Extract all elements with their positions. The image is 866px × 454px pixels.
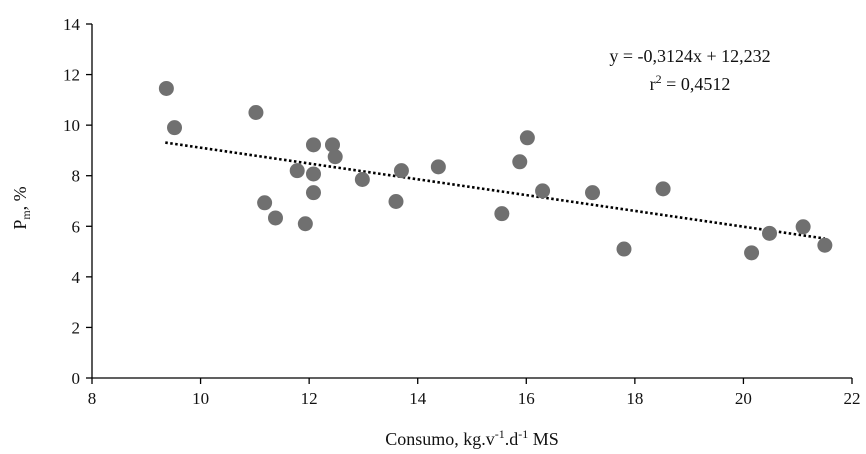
y-axis-ticks: 0 2 4 6 8 10 12 14 xyxy=(63,15,92,388)
r-squared-label: r2 = 0,4512 xyxy=(650,72,731,94)
data-point xyxy=(430,159,446,175)
x-axis-ticks: 8 10 12 14 16 18 20 22 xyxy=(88,378,861,408)
x-axis-title-end: MS xyxy=(528,429,559,449)
data-point xyxy=(616,241,632,257)
data-point xyxy=(744,245,760,261)
data-point xyxy=(393,163,409,179)
data-point xyxy=(817,237,833,253)
regression-equation: y = -0,3124x + 12,232 xyxy=(609,46,770,66)
data-point xyxy=(305,137,321,153)
x-tick-label: 20 xyxy=(735,389,752,408)
y-tick-label: 10 xyxy=(63,116,80,135)
data-point xyxy=(289,163,305,179)
x-axis-title-sup2: -1 xyxy=(518,427,528,441)
data-point xyxy=(257,195,273,211)
r-squared-sup: 2 xyxy=(656,72,662,86)
data-point xyxy=(585,185,601,201)
x-axis-title: Consumo, kg.v-1.d-1 MS xyxy=(385,427,559,449)
x-tick-label: 8 xyxy=(88,389,97,408)
data-point xyxy=(388,194,404,210)
data-point xyxy=(327,149,343,165)
data-point xyxy=(158,80,174,96)
data-point xyxy=(324,137,340,153)
data-point xyxy=(512,154,528,170)
y-axis-title-end: , % xyxy=(10,186,30,210)
data-point xyxy=(795,219,811,235)
y-tick-label: 6 xyxy=(72,217,81,236)
data-points xyxy=(158,80,833,261)
x-axis-title-sup1: -1 xyxy=(495,427,505,441)
y-tick-label: 2 xyxy=(72,318,81,337)
x-tick-label: 18 xyxy=(626,389,643,408)
y-tick-label: 4 xyxy=(72,268,81,287)
data-point xyxy=(167,120,183,136)
data-point xyxy=(761,225,777,241)
r-squared-base: r xyxy=(650,74,656,94)
data-point xyxy=(354,172,370,188)
y-axis-title-sub: m xyxy=(19,210,33,220)
x-tick-label: 14 xyxy=(409,389,427,408)
data-point xyxy=(248,105,264,120)
data-point xyxy=(655,181,671,197)
y-tick-label: 0 xyxy=(72,369,81,388)
x-tick-label: 16 xyxy=(518,389,535,408)
data-point xyxy=(494,206,510,222)
x-tick-label: 22 xyxy=(844,389,861,408)
x-tick-label: 10 xyxy=(192,389,209,408)
data-point xyxy=(535,183,551,199)
data-point xyxy=(267,210,283,226)
data-point xyxy=(305,166,321,182)
data-point xyxy=(297,216,313,232)
data-point xyxy=(519,130,535,146)
data-point xyxy=(305,185,321,201)
y-axis-title: Pm, % xyxy=(10,186,33,229)
trendline xyxy=(165,141,826,240)
r-squared-value: = 0,4512 xyxy=(662,74,731,94)
x-tick-label: 12 xyxy=(301,389,318,408)
x-axis-title-mid: .d xyxy=(505,429,519,449)
y-tick-label: 8 xyxy=(72,167,81,186)
y-tick-label: 14 xyxy=(63,15,81,34)
y-tick-label: 12 xyxy=(63,66,80,85)
x-axis-title-main: Consumo, kg.v xyxy=(385,429,495,449)
y-axis-title-main: P xyxy=(10,220,30,230)
